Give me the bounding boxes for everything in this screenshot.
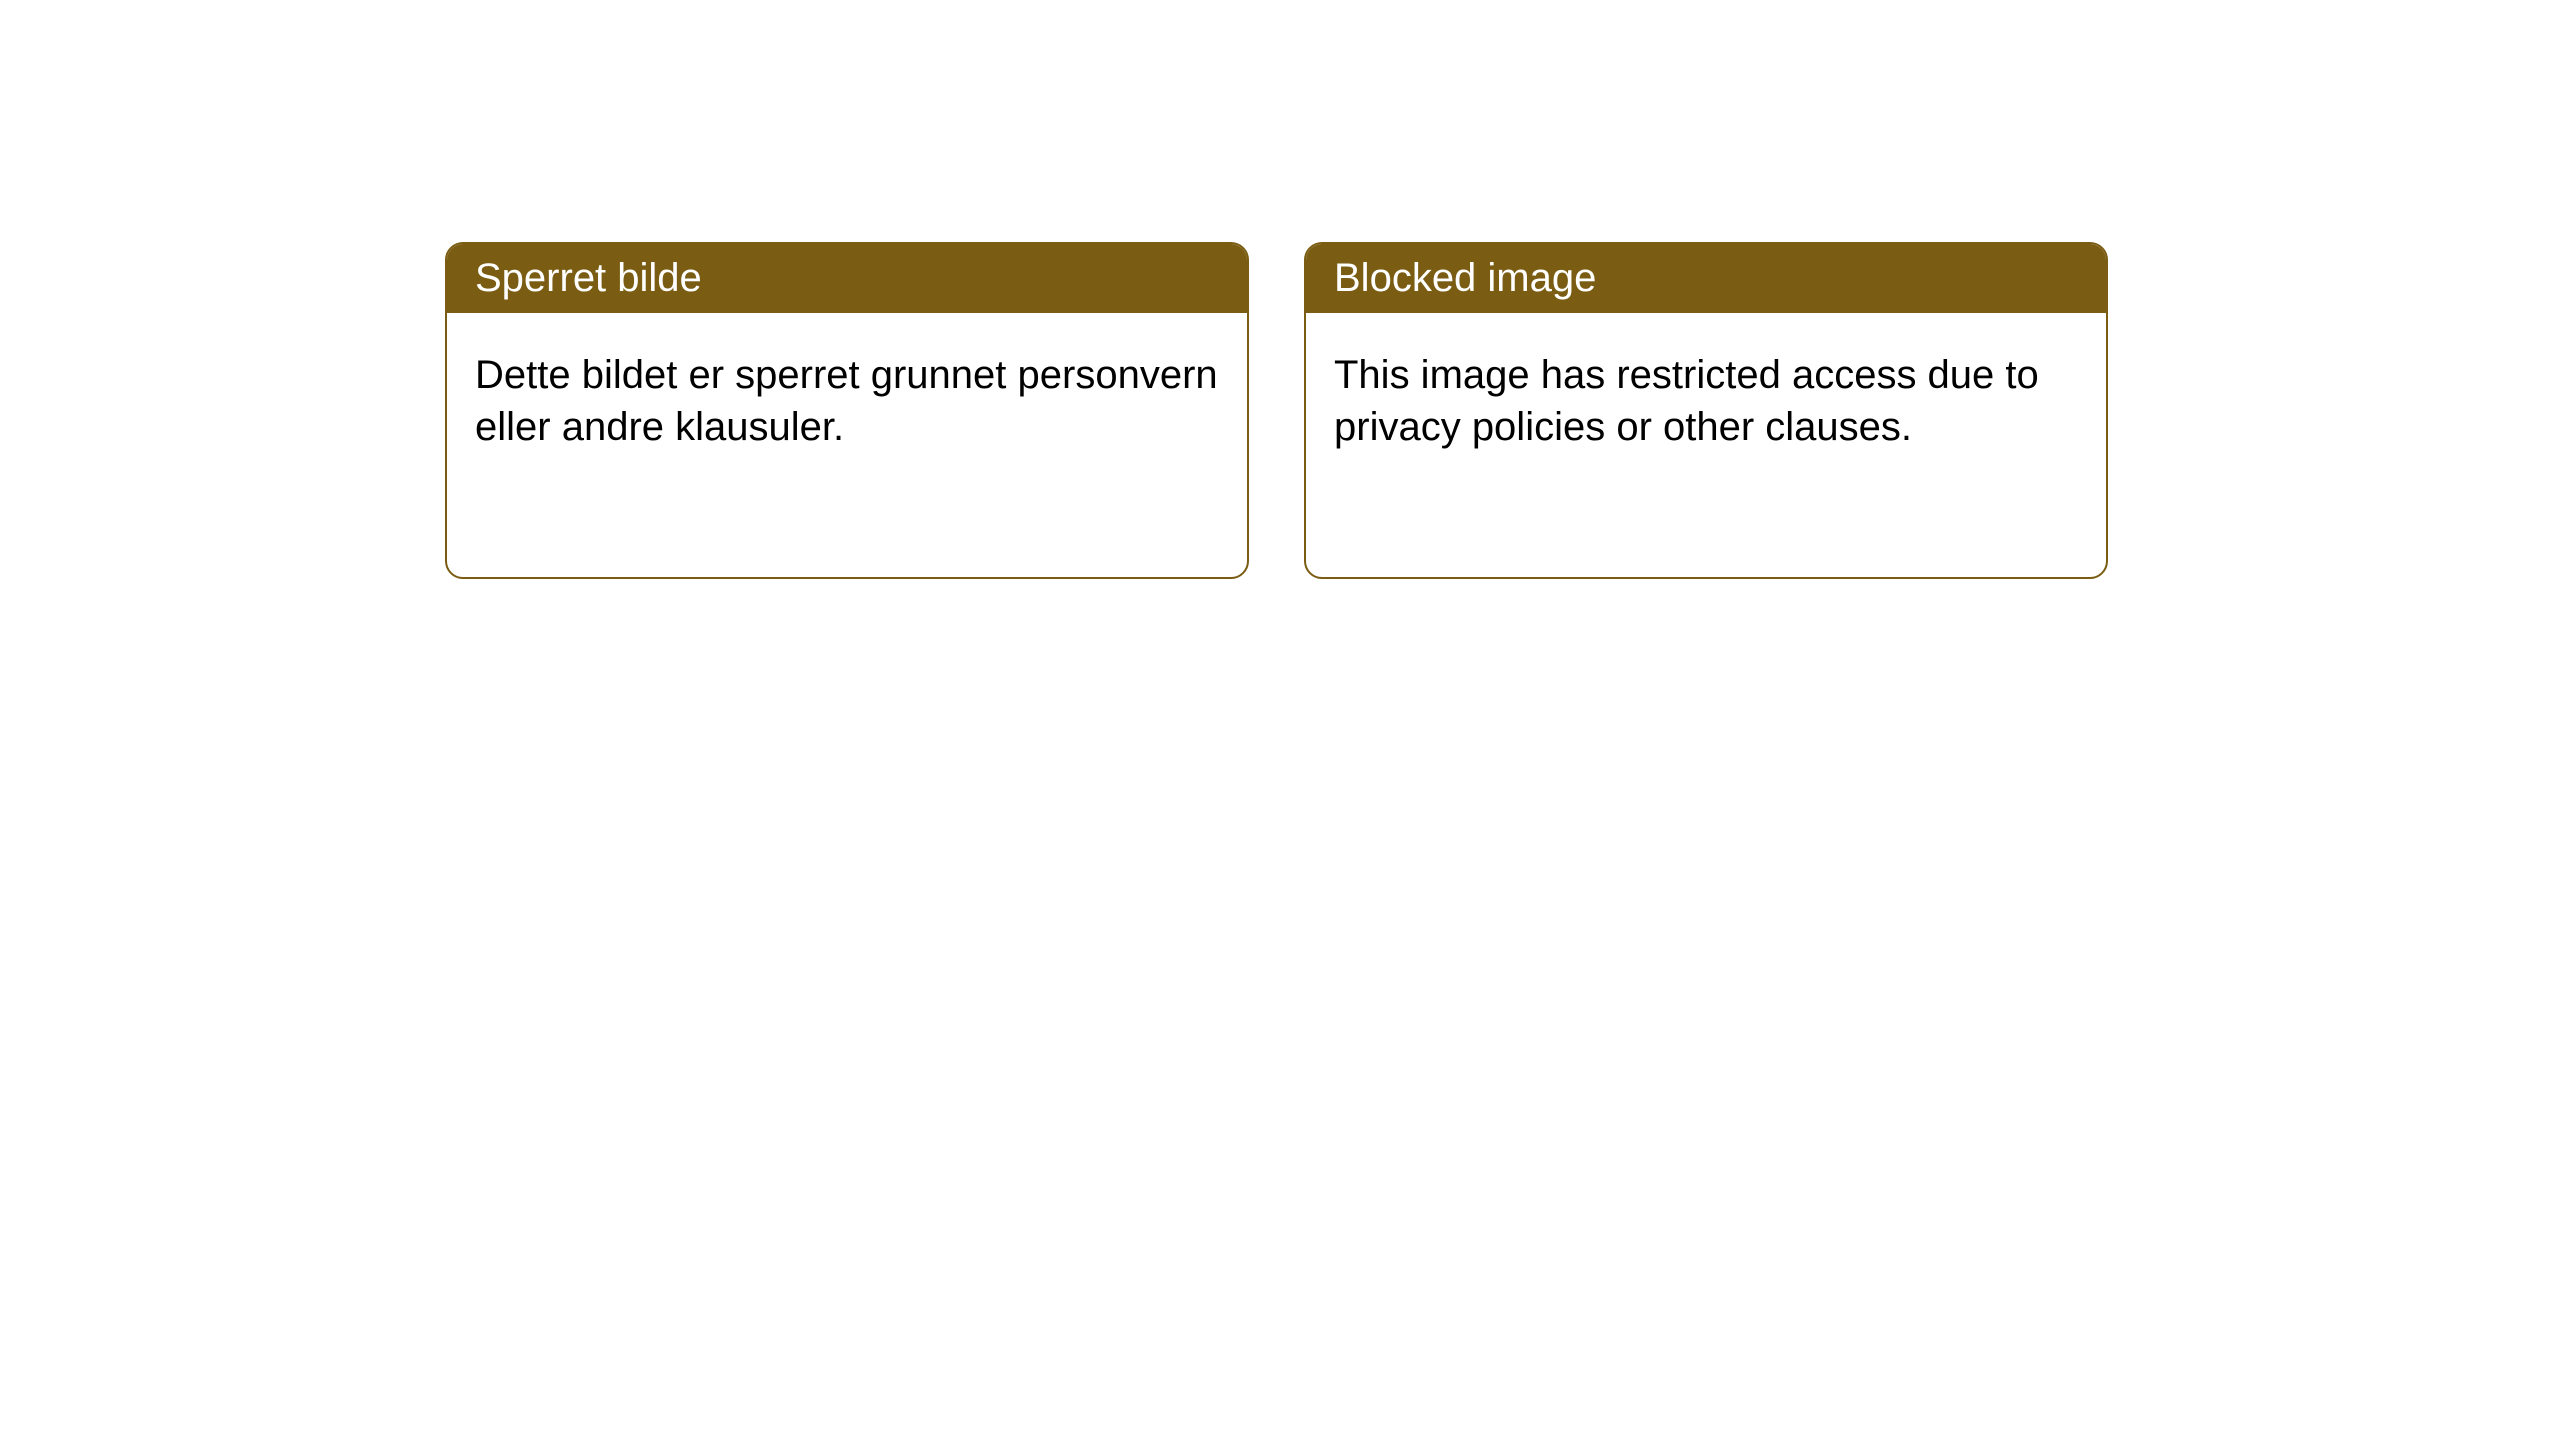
notice-body: Dette bildet er sperret grunnet personve… (447, 313, 1247, 489)
notice-container: Sperret bilde Dette bildet er sperret gr… (445, 242, 2108, 579)
notice-header: Sperret bilde (447, 244, 1247, 313)
notice-box-english: Blocked image This image has restricted … (1304, 242, 2108, 579)
notice-header: Blocked image (1306, 244, 2106, 313)
notice-box-norwegian: Sperret bilde Dette bildet er sperret gr… (445, 242, 1249, 579)
notice-body: This image has restricted access due to … (1306, 313, 2106, 489)
